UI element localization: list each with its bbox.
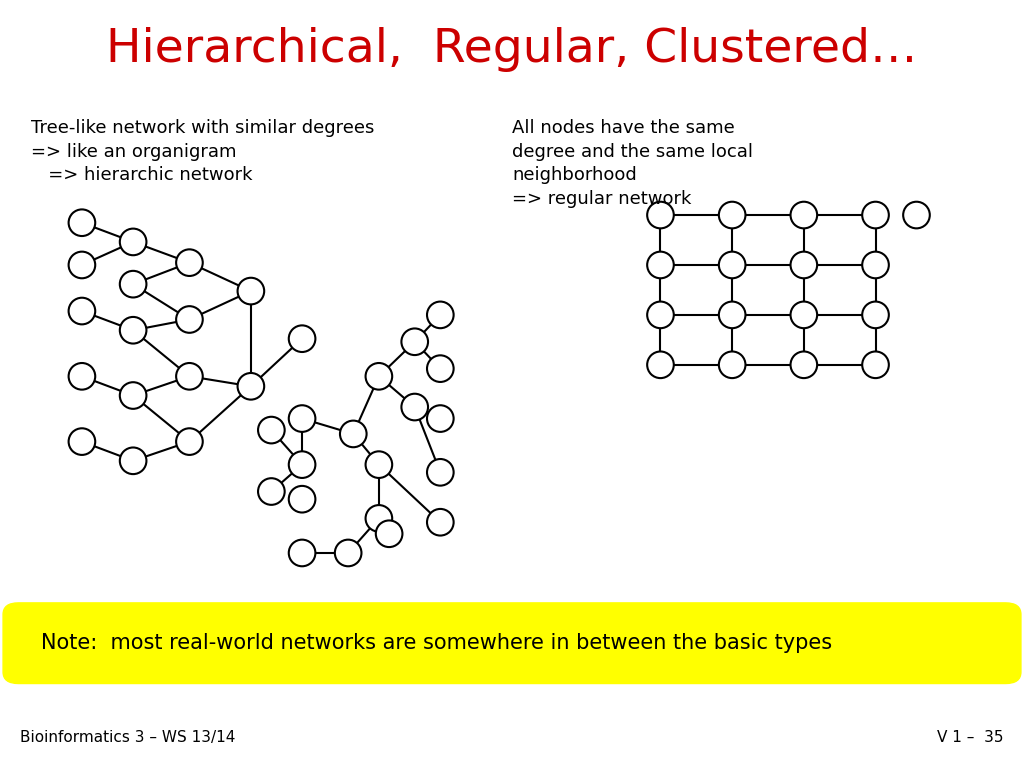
- FancyBboxPatch shape: [3, 603, 1021, 684]
- Ellipse shape: [176, 306, 203, 333]
- Ellipse shape: [238, 278, 264, 304]
- Ellipse shape: [69, 210, 95, 236]
- Ellipse shape: [647, 352, 674, 378]
- Ellipse shape: [401, 394, 428, 420]
- Ellipse shape: [120, 229, 146, 255]
- Ellipse shape: [862, 202, 889, 228]
- Text: Tree-like network with similar degrees
=> like an organigram
   => hierarchic ne: Tree-like network with similar degrees =…: [31, 119, 374, 184]
- Ellipse shape: [120, 271, 146, 297]
- Ellipse shape: [176, 250, 203, 276]
- Ellipse shape: [258, 478, 285, 505]
- Ellipse shape: [366, 505, 392, 531]
- Ellipse shape: [69, 363, 95, 389]
- Ellipse shape: [791, 202, 817, 228]
- Ellipse shape: [289, 406, 315, 432]
- Ellipse shape: [427, 459, 454, 485]
- Ellipse shape: [335, 540, 361, 566]
- Ellipse shape: [791, 252, 817, 278]
- Ellipse shape: [176, 363, 203, 389]
- Ellipse shape: [791, 302, 817, 328]
- Text: All nodes have the same
degree and the same local
neighborhood
=> regular networ: All nodes have the same degree and the s…: [512, 119, 753, 208]
- Ellipse shape: [401, 329, 428, 355]
- Ellipse shape: [862, 352, 889, 378]
- Ellipse shape: [289, 326, 315, 352]
- Text: P(k) for these example networks? (finite size!): P(k) for these example networks? (finite…: [181, 603, 597, 621]
- Ellipse shape: [289, 540, 315, 566]
- Ellipse shape: [289, 486, 315, 512]
- Text: Bioinformatics 3 – WS 13/14: Bioinformatics 3 – WS 13/14: [20, 730, 236, 745]
- Ellipse shape: [647, 202, 674, 228]
- Ellipse shape: [340, 421, 367, 447]
- Ellipse shape: [791, 352, 817, 378]
- Ellipse shape: [903, 202, 930, 228]
- Ellipse shape: [719, 252, 745, 278]
- Ellipse shape: [647, 252, 674, 278]
- Ellipse shape: [69, 429, 95, 455]
- Ellipse shape: [120, 317, 146, 343]
- Ellipse shape: [719, 352, 745, 378]
- Ellipse shape: [366, 363, 392, 389]
- Ellipse shape: [427, 302, 454, 328]
- Text: V 1 –  35: V 1 – 35: [937, 730, 1004, 745]
- Text: Note:  most real-world networks are somewhere in between the basic types: Note: most real-world networks are somew…: [41, 633, 833, 653]
- Ellipse shape: [258, 417, 285, 443]
- Ellipse shape: [69, 252, 95, 278]
- Ellipse shape: [120, 448, 146, 474]
- Ellipse shape: [427, 406, 454, 432]
- Ellipse shape: [862, 302, 889, 328]
- Text: Hierarchical,  Regular, Clustered…: Hierarchical, Regular, Clustered…: [106, 27, 918, 72]
- Ellipse shape: [176, 429, 203, 455]
- Ellipse shape: [376, 521, 402, 547]
- Ellipse shape: [647, 302, 674, 328]
- Ellipse shape: [719, 202, 745, 228]
- Ellipse shape: [289, 452, 315, 478]
- Ellipse shape: [238, 373, 264, 399]
- Ellipse shape: [69, 298, 95, 324]
- Ellipse shape: [862, 252, 889, 278]
- Ellipse shape: [120, 382, 146, 409]
- Ellipse shape: [427, 356, 454, 382]
- Ellipse shape: [427, 509, 454, 535]
- Ellipse shape: [719, 302, 745, 328]
- Ellipse shape: [366, 452, 392, 478]
